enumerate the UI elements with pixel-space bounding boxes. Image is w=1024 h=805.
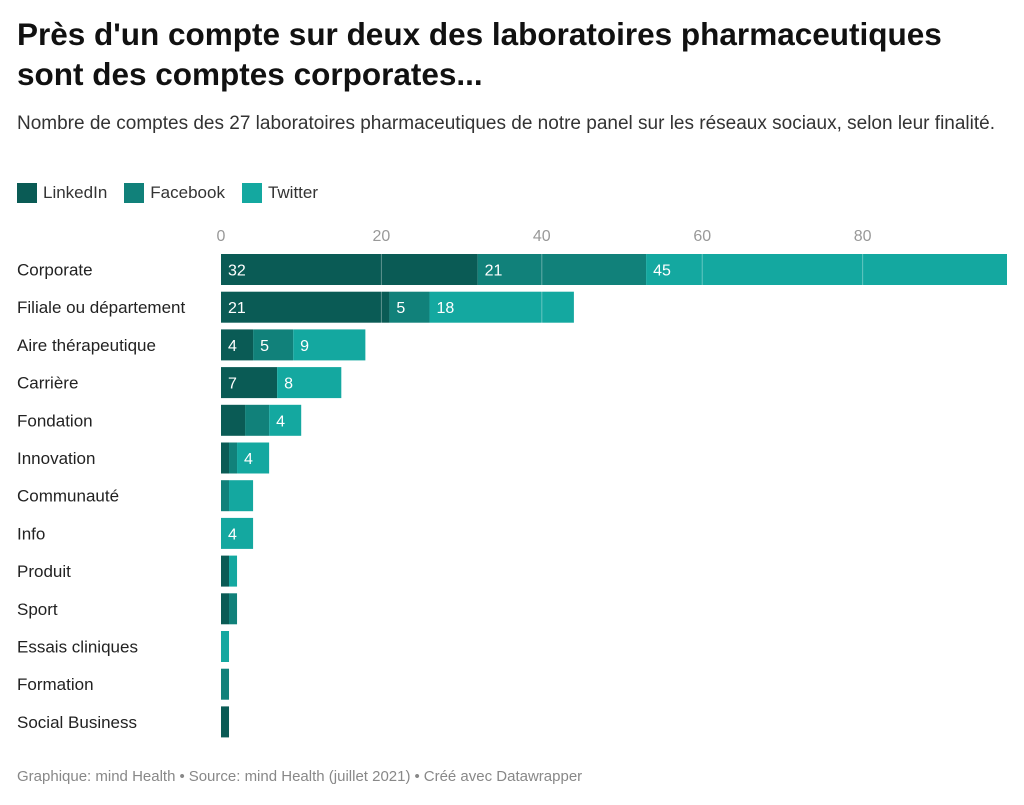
bar-segment-twitter	[221, 517, 254, 549]
x-tick-label: 60	[693, 228, 711, 245]
bar-segment-facebook	[229, 442, 238, 474]
legend-label-twitter: Twitter	[267, 183, 319, 202]
data-label: 9	[300, 338, 309, 355]
x-tick-label: 40	[533, 228, 551, 245]
bar-segment-twitter	[221, 631, 230, 662]
category-label: Aire thérapeutique	[17, 336, 156, 355]
data-label: 5	[260, 338, 269, 355]
bar-segment-facebook	[477, 254, 647, 285]
bar-segment-facebook	[221, 668, 230, 700]
footer: Graphique: mind Health • Source: mind Heal…	[17, 768, 582, 785]
data-label: 18	[437, 300, 455, 317]
data-label: 7	[228, 376, 237, 393]
x-tick-label: 80	[854, 228, 872, 245]
bar-segment-twitter	[646, 254, 1007, 285]
footer-created: Créé avec Datawrapper	[423, 768, 583, 785]
bar-segment-linkedin	[221, 555, 230, 587]
legend-item-linkedin: LinkedIn	[17, 183, 107, 203]
data-label: 8	[284, 376, 293, 393]
category-label: Corporate	[17, 261, 93, 280]
bar-segment-facebook	[229, 593, 238, 625]
legend-swatch-facebook	[124, 183, 145, 203]
footer-separator-1: •	[179, 768, 185, 785]
legend-swatch-linkedin	[17, 183, 37, 203]
category-label: Carrière	[17, 374, 78, 393]
category-label: Sport	[17, 600, 58, 619]
category-label: Formation	[17, 675, 94, 694]
bar-segment-twitter	[429, 291, 574, 323]
footer-graphique: Graphique: mind Health	[17, 768, 176, 785]
bar-segment-linkedin	[221, 593, 230, 625]
bar-segment-twitter	[229, 555, 238, 587]
category-label: Fondation	[17, 411, 93, 430]
category-label: Innovation	[17, 449, 95, 468]
category-label: Produit	[17, 562, 71, 581]
category-label: Filiale ou département	[17, 298, 185, 317]
bar-segment-linkedin	[221, 254, 478, 285]
bar-segment-twitter	[269, 404, 302, 436]
legend-item-facebook: Facebook	[124, 183, 225, 203]
bar-segment-twitter	[293, 329, 366, 361]
bar-segment-linkedin	[221, 291, 390, 323]
footer-separator-2: •	[414, 768, 420, 785]
data-label: 21	[228, 300, 246, 317]
bar-segment-twitter	[237, 442, 270, 474]
x-tick-label: 20	[373, 228, 391, 245]
chart-subtitle: Nombre de comptes des 27 laboratoires ph…	[17, 113, 995, 134]
bar-segment-linkedin	[221, 706, 230, 738]
data-label: 5	[396, 300, 405, 317]
bar-segment-facebook	[245, 404, 270, 436]
data-label: 45	[653, 263, 671, 280]
legend-label-linkedin: LinkedIn	[43, 183, 108, 202]
bar-segment-twitter	[229, 480, 254, 512]
legend-label-facebook: Facebook	[150, 183, 225, 202]
footer-source: Source: mind Health (juillet 2021)	[188, 768, 411, 785]
bar-segment-linkedin	[221, 367, 278, 399]
category-label: Communauté	[17, 487, 119, 506]
legend-item-twitter: Twitter	[241, 183, 319, 203]
data-label: 4	[244, 451, 253, 468]
bar-segment-linkedin	[221, 404, 246, 436]
bar-segment-facebook	[253, 329, 294, 361]
x-tick-label: 0	[217, 228, 226, 245]
bar-segment-linkedin	[221, 442, 230, 474]
data-label: 32	[228, 263, 246, 280]
chart-title: Près d'un compte sur deux des laboratoir…	[17, 16, 942, 92]
data-label: 4	[228, 338, 237, 355]
data-label: 4	[276, 413, 285, 430]
category-label: Info	[17, 524, 45, 543]
bar-segment-facebook	[389, 291, 430, 323]
bar-segment-linkedin	[221, 329, 254, 361]
bar-segment-twitter	[277, 367, 342, 399]
category-label: Essais cliniques	[17, 638, 138, 657]
bar-segment-facebook	[221, 480, 230, 512]
category-label: Social Business	[17, 713, 137, 732]
legend-swatch-twitter	[241, 183, 262, 203]
legend: LinkedIn Facebook Twitter	[17, 183, 335, 203]
data-label: 21	[485, 263, 503, 280]
data-label: 4	[228, 526, 237, 543]
